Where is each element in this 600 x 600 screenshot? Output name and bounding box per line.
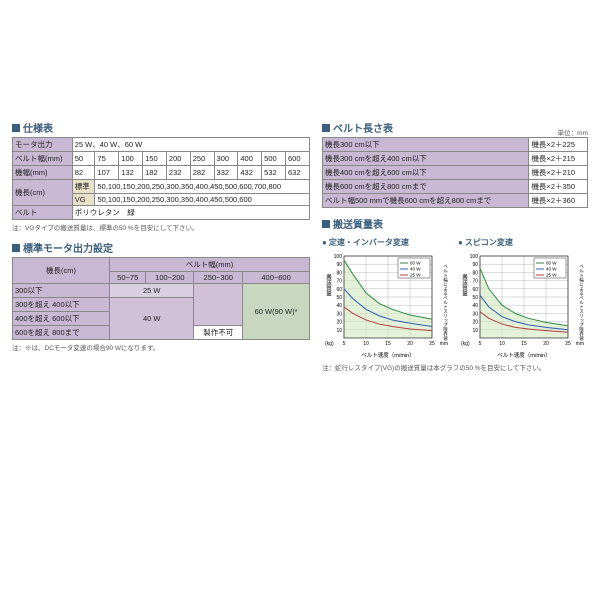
svg-text:25: 25: [565, 341, 571, 347]
svg-text:100: 100: [470, 254, 479, 260]
svg-text:(kg): (kg): [461, 341, 470, 347]
svg-text:mm: mm: [440, 341, 448, 347]
svg-text:10: 10: [336, 328, 342, 334]
svg-text:(kg): (kg): [325, 341, 334, 347]
motor-title: 標準モータ出力設定: [12, 240, 310, 255]
svg-text:60 W: 60 W: [546, 261, 557, 266]
svg-text:ベルト幅によるベルトスリップ限界値: ベルト幅によるベルトスリップ限界値: [579, 264, 585, 342]
spec-note: 注：VGタイプの搬送質量は、標準の50 %を目安にして下さい。: [12, 222, 310, 232]
svg-text:40: 40: [336, 303, 342, 309]
svg-text:80: 80: [472, 270, 478, 276]
svg-text:15: 15: [385, 341, 391, 347]
svg-text:ベルト速度（m/min）: ベルト速度（m/min）: [497, 351, 550, 359]
svg-text:5: 5: [343, 341, 346, 347]
svg-text:80: 80: [336, 270, 342, 276]
svg-text:50: 50: [472, 295, 478, 301]
svg-text:20: 20: [472, 320, 478, 326]
svg-text:10: 10: [363, 341, 369, 347]
svg-text:25 W: 25 W: [410, 273, 421, 278]
beltlen-unit: 単位：mm: [558, 127, 588, 137]
chart-2: 10 20 30 40 50 60 70 80 90 100 5 10 15 20 25 60 W40 W25…: [458, 250, 588, 360]
spec-title: 仕様表: [12, 120, 310, 135]
svg-text:70: 70: [472, 279, 478, 285]
svg-text:搬送質量: 搬送質量: [461, 273, 468, 298]
svg-text:10: 10: [499, 341, 505, 347]
svg-text:70: 70: [336, 279, 342, 285]
chart1-title: 定速・インバータ変速: [322, 237, 452, 248]
svg-text:100: 100: [334, 254, 343, 260]
motor-table: 機長(cm)ベルト幅(mm)50~75100~200250~300400~600…: [12, 257, 310, 340]
svg-text:10: 10: [472, 328, 478, 334]
svg-text:25 W: 25 W: [546, 273, 557, 278]
motor-note: 注：※は、DCモータ変速の場合90 Wになります。: [12, 342, 310, 352]
svg-text:60: 60: [472, 287, 478, 293]
svg-text:20: 20: [407, 341, 413, 347]
svg-text:25: 25: [429, 341, 435, 347]
chart2-title: スピコン変速: [458, 237, 588, 248]
svg-text:90: 90: [472, 262, 478, 268]
svg-text:ベルト幅によるベルトスリップ限界値: ベルト幅によるベルトスリップ限界値: [443, 264, 449, 342]
svg-text:5: 5: [479, 341, 482, 347]
spec-table: モータ出力25 W、40 W、60 Wベルト幅(mm)5075100150200…: [12, 137, 310, 220]
svg-text:搬送質量: 搬送質量: [325, 273, 332, 298]
svg-text:30: 30: [472, 311, 478, 317]
svg-text:ベルト速度（m/min）: ベルト速度（m/min）: [361, 351, 414, 359]
transport-title: 搬送質量表: [322, 216, 588, 231]
svg-text:60: 60: [336, 287, 342, 293]
svg-text:40: 40: [472, 303, 478, 309]
svg-text:40 W: 40 W: [410, 267, 421, 272]
svg-text:15: 15: [521, 341, 527, 347]
svg-text:90: 90: [336, 262, 342, 268]
beltlen-table: 機長300 cm以下機長×2＋225機長300 cmを超え400 cm以下機長×…: [322, 137, 588, 208]
svg-text:30: 30: [336, 311, 342, 317]
beltlen-title: ベルト長さ表: [322, 120, 393, 135]
svg-text:50: 50: [336, 295, 342, 301]
svg-text:20: 20: [543, 341, 549, 347]
svg-text:mm: mm: [576, 341, 584, 347]
svg-text:60 W: 60 W: [410, 261, 421, 266]
svg-text:20: 20: [336, 320, 342, 326]
transport-note: 注：蛇行レスタイプ(VG)の搬送質量は本グラフの50 %を目安にして下さい。: [322, 362, 588, 372]
svg-text:40 W: 40 W: [546, 267, 557, 272]
chart-1: 10 20 30 40 50 60 70 80 90 100 5 10 15 20 25 60 W40 W25…: [322, 250, 452, 360]
